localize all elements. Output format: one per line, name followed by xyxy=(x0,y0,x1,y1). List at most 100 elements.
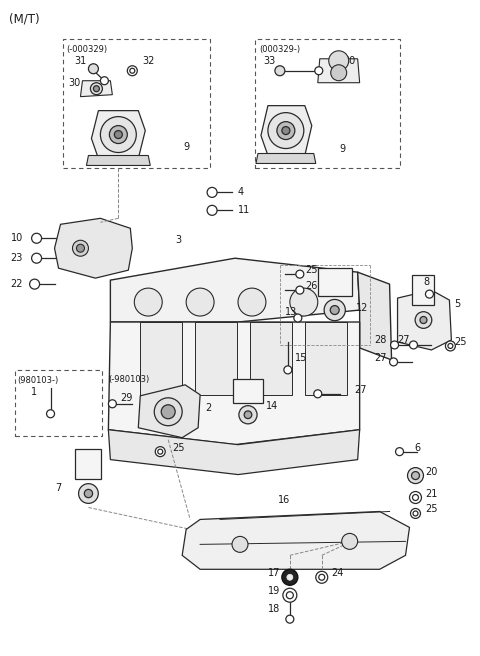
Bar xyxy=(318,268,352,296)
Circle shape xyxy=(284,366,292,374)
Circle shape xyxy=(287,574,293,581)
Polygon shape xyxy=(140,322,182,395)
Text: 16: 16 xyxy=(278,495,290,504)
Text: (-980103): (-980103) xyxy=(108,375,150,384)
Circle shape xyxy=(415,312,432,329)
Polygon shape xyxy=(256,154,316,163)
Circle shape xyxy=(391,341,398,349)
Circle shape xyxy=(413,511,418,516)
Text: 23: 23 xyxy=(11,253,23,263)
Circle shape xyxy=(445,341,456,351)
Bar xyxy=(412,275,434,305)
Circle shape xyxy=(100,117,136,152)
Circle shape xyxy=(90,83,102,94)
Polygon shape xyxy=(305,322,347,395)
Circle shape xyxy=(232,537,248,552)
Text: 9: 9 xyxy=(340,144,346,154)
Text: 7: 7 xyxy=(56,483,62,493)
Polygon shape xyxy=(110,258,360,322)
Text: 26: 26 xyxy=(305,281,317,291)
Polygon shape xyxy=(182,512,409,569)
Circle shape xyxy=(448,344,453,348)
Circle shape xyxy=(207,205,217,215)
Circle shape xyxy=(76,244,84,252)
Polygon shape xyxy=(261,106,312,155)
Text: (980103-): (980103-) xyxy=(18,377,59,385)
Circle shape xyxy=(186,288,214,316)
Text: 11: 11 xyxy=(238,205,250,215)
Text: 31: 31 xyxy=(74,56,87,66)
Text: 25: 25 xyxy=(172,443,185,453)
Polygon shape xyxy=(55,218,132,278)
Bar xyxy=(15,370,102,436)
Text: (M/T): (M/T) xyxy=(9,12,39,26)
Text: 22: 22 xyxy=(11,279,23,289)
Circle shape xyxy=(158,449,163,454)
Circle shape xyxy=(100,77,108,85)
Circle shape xyxy=(282,569,298,585)
Circle shape xyxy=(410,508,420,518)
Circle shape xyxy=(79,483,98,503)
Circle shape xyxy=(408,468,423,483)
Circle shape xyxy=(207,188,217,197)
Circle shape xyxy=(130,68,135,73)
Circle shape xyxy=(296,270,304,278)
Circle shape xyxy=(244,411,252,419)
Circle shape xyxy=(114,131,122,138)
Text: 29: 29 xyxy=(120,393,133,403)
Bar xyxy=(75,449,101,479)
Text: 15: 15 xyxy=(295,353,307,363)
Circle shape xyxy=(411,472,420,480)
Polygon shape xyxy=(318,59,360,83)
Text: 32: 32 xyxy=(142,56,155,66)
Circle shape xyxy=(286,615,294,623)
Polygon shape xyxy=(358,272,392,360)
Circle shape xyxy=(30,279,39,289)
Circle shape xyxy=(72,240,88,256)
Circle shape xyxy=(283,588,297,602)
Circle shape xyxy=(127,66,137,75)
Bar xyxy=(233,379,263,403)
Text: 20: 20 xyxy=(425,466,438,476)
Circle shape xyxy=(32,253,42,263)
Text: 24: 24 xyxy=(332,568,344,579)
Circle shape xyxy=(324,299,345,321)
Circle shape xyxy=(296,286,304,294)
Circle shape xyxy=(154,398,182,426)
Circle shape xyxy=(331,65,347,81)
Circle shape xyxy=(32,234,42,243)
Polygon shape xyxy=(250,322,292,395)
Circle shape xyxy=(84,489,93,498)
Text: 5: 5 xyxy=(455,299,461,309)
Circle shape xyxy=(88,64,98,73)
Text: 27: 27 xyxy=(397,335,410,345)
Text: 25: 25 xyxy=(305,265,317,275)
Circle shape xyxy=(94,86,99,92)
Text: 9: 9 xyxy=(183,142,189,152)
Text: 14: 14 xyxy=(266,401,278,411)
Circle shape xyxy=(420,316,427,323)
Circle shape xyxy=(287,592,293,599)
Circle shape xyxy=(330,306,339,314)
Text: (000329-): (000329-) xyxy=(259,45,300,54)
Text: 2: 2 xyxy=(205,403,211,413)
Polygon shape xyxy=(138,385,200,438)
Circle shape xyxy=(239,405,257,424)
Circle shape xyxy=(134,288,162,316)
Circle shape xyxy=(316,571,328,583)
Circle shape xyxy=(108,400,116,408)
Text: 18: 18 xyxy=(268,604,280,614)
Circle shape xyxy=(155,447,165,457)
Polygon shape xyxy=(108,430,360,474)
Text: 25: 25 xyxy=(425,504,438,514)
Text: 30: 30 xyxy=(69,77,81,88)
Bar xyxy=(255,39,399,169)
Circle shape xyxy=(275,66,285,75)
Text: 6: 6 xyxy=(415,443,420,453)
Text: 27: 27 xyxy=(374,353,387,363)
Polygon shape xyxy=(397,290,451,350)
Circle shape xyxy=(390,358,397,366)
Circle shape xyxy=(342,533,358,549)
Text: (-000329): (-000329) xyxy=(67,45,108,54)
Circle shape xyxy=(294,314,302,322)
